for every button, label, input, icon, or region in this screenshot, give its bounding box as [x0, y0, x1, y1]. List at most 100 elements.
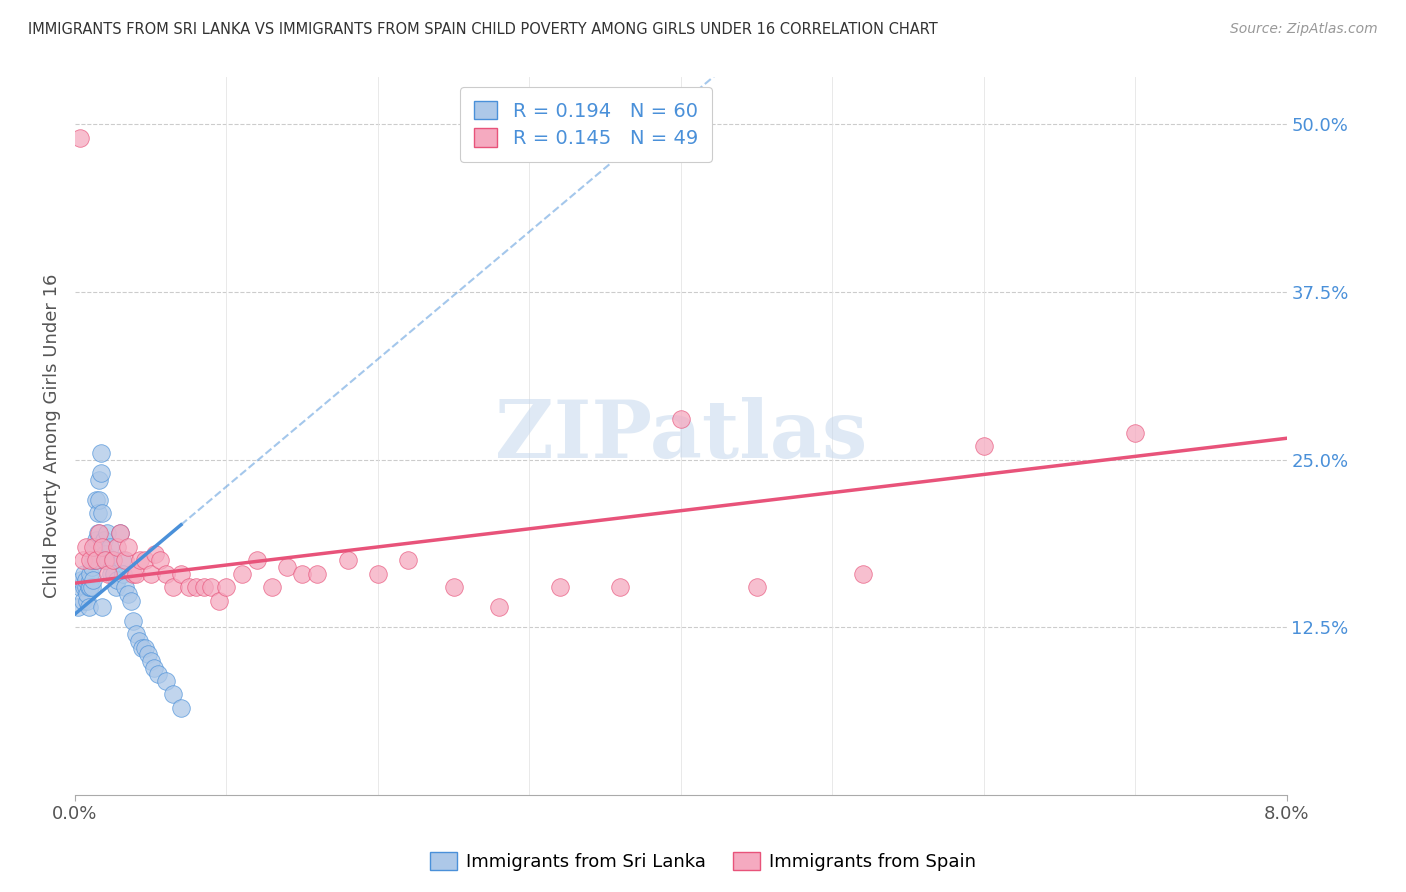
- Point: [110, 526, 132, 541]
- Point: [107, 574, 129, 588]
- Point: [96, 526, 118, 541]
- Point: [84, 533, 107, 548]
- Point: [89, 473, 111, 487]
- Point: [149, 553, 172, 567]
- Point: [114, 553, 136, 567]
- Point: [84, 553, 107, 567]
- Point: [155, 674, 177, 689]
- Point: [170, 701, 193, 715]
- Point: [148, 667, 170, 681]
- Point: [82, 540, 104, 554]
- Point: [200, 580, 222, 594]
- Point: [79, 553, 101, 567]
- Point: [110, 526, 132, 541]
- Point: [98, 540, 121, 554]
- Point: [121, 614, 143, 628]
- Text: Source: ZipAtlas.com: Source: ZipAtlas.com: [1230, 22, 1378, 37]
- Point: [93, 533, 115, 548]
- Point: [112, 566, 135, 581]
- Point: [208, 593, 231, 607]
- Point: [215, 580, 238, 594]
- Point: [94, 547, 117, 561]
- Point: [129, 553, 152, 567]
- Point: [82, 553, 104, 567]
- Point: [82, 574, 104, 588]
- Point: [609, 580, 631, 594]
- Text: IMMIGRANTS FROM SRI LANKA VS IMMIGRANTS FROM SPAIN CHILD POVERTY AMONG GIRLS UND: IMMIGRANTS FROM SRI LANKA VS IMMIGRANTS …: [28, 22, 938, 37]
- Point: [231, 566, 253, 581]
- Point: [100, 566, 122, 581]
- Point: [89, 526, 111, 541]
- Point: [79, 574, 101, 588]
- Point: [170, 566, 193, 581]
- Point: [177, 580, 200, 594]
- Point: [79, 580, 101, 594]
- Point: [79, 566, 101, 581]
- Point: [186, 580, 208, 594]
- Point: [276, 560, 298, 574]
- Point: [117, 540, 139, 554]
- Point: [1123, 425, 1146, 440]
- Point: [80, 580, 103, 594]
- Point: [117, 587, 139, 601]
- Point: [443, 580, 465, 594]
- Point: [143, 547, 166, 561]
- Point: [90, 466, 112, 480]
- Point: [76, 593, 98, 607]
- Point: [90, 446, 112, 460]
- Point: [367, 566, 389, 581]
- Point: [84, 492, 107, 507]
- Point: [67, 600, 90, 615]
- Y-axis label: Child Poverty Among Girls Under 16: Child Poverty Among Girls Under 16: [44, 274, 60, 599]
- Point: [87, 507, 110, 521]
- Point: [75, 574, 97, 588]
- Point: [73, 580, 96, 594]
- Point: [75, 540, 97, 554]
- Point: [72, 593, 94, 607]
- Point: [669, 412, 692, 426]
- Point: [136, 647, 159, 661]
- Point: [124, 627, 146, 641]
- Point: [134, 640, 156, 655]
- Legend: Immigrants from Sri Lanka, Immigrants from Spain: Immigrants from Sri Lanka, Immigrants fr…: [423, 845, 983, 879]
- Point: [162, 688, 184, 702]
- Point: [973, 439, 995, 453]
- Point: [101, 553, 124, 567]
- Point: [336, 553, 359, 567]
- Point: [162, 580, 184, 594]
- Point: [488, 600, 510, 615]
- Point: [142, 660, 165, 674]
- Point: [69, 130, 91, 145]
- Point: [139, 654, 162, 668]
- Point: [851, 566, 873, 581]
- Point: [94, 553, 117, 567]
- Point: [70, 574, 93, 588]
- Point: [91, 507, 114, 521]
- Point: [124, 566, 146, 581]
- Point: [121, 566, 143, 581]
- Point: [77, 580, 100, 594]
- Point: [291, 566, 314, 581]
- Point: [260, 580, 283, 594]
- Point: [87, 526, 110, 541]
- Point: [80, 560, 103, 574]
- Point: [134, 553, 156, 567]
- Point: [120, 593, 142, 607]
- Point: [246, 553, 269, 567]
- Point: [83, 553, 105, 567]
- Point: [139, 566, 162, 581]
- Point: [103, 566, 125, 581]
- Point: [76, 587, 98, 601]
- Point: [307, 566, 329, 581]
- Legend: R = 0.194   N = 60, R = 0.145   N = 49: R = 0.194 N = 60, R = 0.145 N = 49: [460, 87, 711, 162]
- Point: [75, 580, 97, 594]
- Point: [111, 553, 134, 567]
- Point: [107, 540, 129, 554]
- Point: [396, 553, 419, 567]
- Point: [548, 580, 571, 594]
- Point: [114, 580, 136, 594]
- Point: [97, 566, 120, 581]
- Point: [89, 492, 111, 507]
- Point: [94, 553, 117, 567]
- Point: [155, 566, 177, 581]
